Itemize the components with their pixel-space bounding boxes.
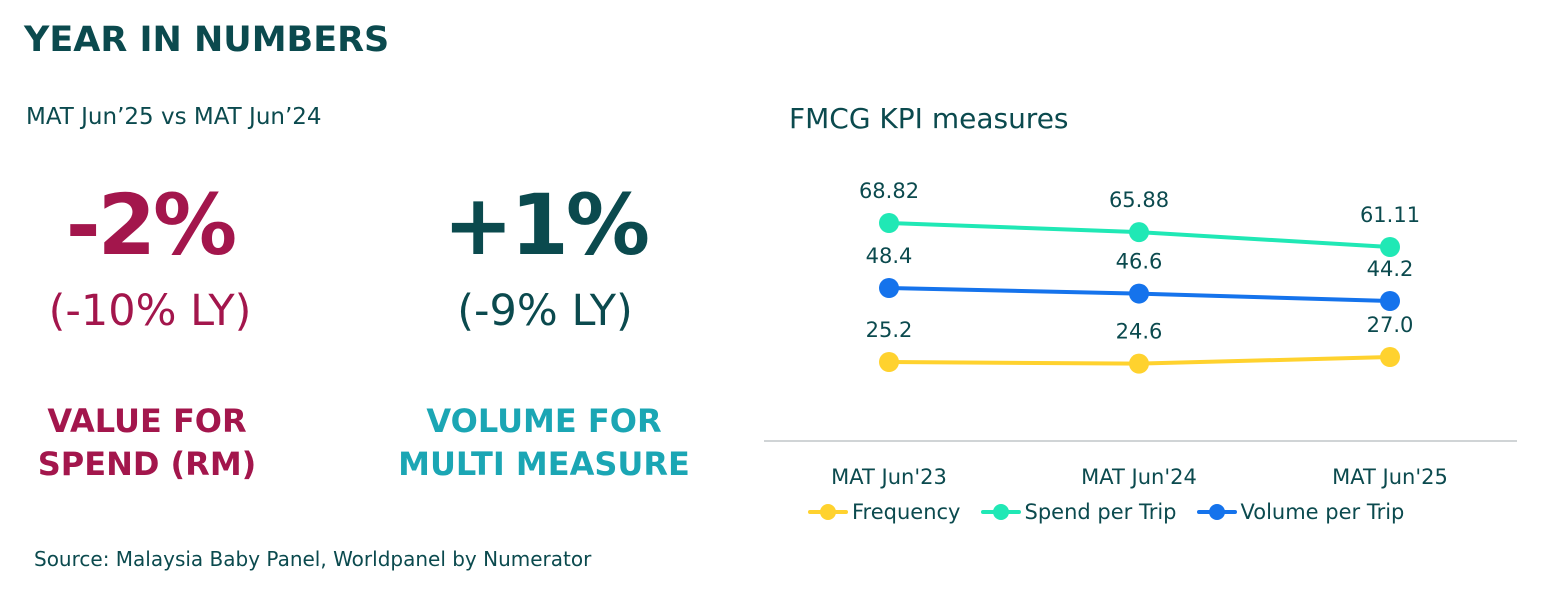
data-label-volume-per-trip-1: 46.6 bbox=[1116, 250, 1163, 274]
data-point-volume-per-trip-1 bbox=[1129, 283, 1149, 304]
legend-label-volume-per-trip: Volume per Trip bbox=[1240, 500, 1405, 524]
legend-swatch-spend-per-trip bbox=[980, 504, 1021, 520]
data-label-spend-per-trip-2: 61.11 bbox=[1360, 203, 1420, 227]
chart-title: FMCG KPI measures bbox=[789, 102, 1069, 135]
legend-item-spend-per-trip: Spend per Trip bbox=[980, 500, 1177, 524]
chart-legend: Frequency Spend per Trip Volume per Trip bbox=[808, 498, 1424, 526]
volume-label-line1: VOLUME FOR bbox=[426, 402, 662, 440]
data-point-frequency-0 bbox=[879, 352, 899, 372]
legend-label-frequency: Frequency bbox=[852, 500, 961, 524]
legend-swatch-frequency bbox=[808, 504, 848, 520]
data-point-frequency-2 bbox=[1380, 347, 1400, 368]
value-label: VALUE FOR SPEND (RM) bbox=[0, 400, 327, 486]
value-change-last-year: (-10% LY) bbox=[48, 286, 252, 336]
data-point-spend-per-trip-1 bbox=[1129, 222, 1149, 243]
source-note: Source: Malaysia Baby Panel, Worldpanel … bbox=[34, 547, 592, 571]
volume-change: +1% bbox=[443, 176, 650, 274]
data-label-volume-per-trip-2: 44.2 bbox=[1367, 257, 1414, 281]
value-label-line1: VALUE FOR bbox=[47, 402, 247, 440]
legend-swatch-volume-per-trip bbox=[1196, 504, 1237, 520]
volume-label: VOLUME FOR MULTI MEASURE bbox=[364, 400, 724, 486]
x-tick-label-2: MAT Jun'25 bbox=[1332, 465, 1448, 489]
data-label-frequency-1: 24.6 bbox=[1116, 320, 1163, 344]
value-change: -2% bbox=[65, 176, 237, 274]
period-subtitle: MAT Jun’25 vs MAT Jun’24 bbox=[26, 104, 322, 130]
legend-item-volume-per-trip: Volume per Trip bbox=[1196, 500, 1405, 524]
legend-label-spend-per-trip: Spend per Trip bbox=[1024, 500, 1177, 524]
data-label-spend-per-trip-0: 68.82 bbox=[859, 179, 919, 203]
x-tick-label-1: MAT Jun'24 bbox=[1081, 465, 1197, 489]
data-label-volume-per-trip-0: 48.4 bbox=[866, 244, 913, 268]
x-tick-label-0: MAT Jun'23 bbox=[831, 465, 947, 489]
page-title: YEAR IN NUMBERS bbox=[24, 20, 390, 60]
data-label-spend-per-trip-1: 65.88 bbox=[1109, 188, 1169, 212]
data-label-frequency-0: 25.2 bbox=[866, 318, 913, 342]
data-point-volume-per-trip-2 bbox=[1380, 291, 1400, 311]
data-point-spend-per-trip-0 bbox=[879, 213, 899, 233]
volume-label-line2: MULTI MEASURE bbox=[398, 445, 690, 483]
legend-item-frequency: Frequency bbox=[808, 500, 961, 524]
data-label-frequency-2: 27.0 bbox=[1367, 313, 1414, 337]
data-point-volume-per-trip-0 bbox=[879, 278, 899, 298]
data-point-spend-per-trip-2 bbox=[1380, 237, 1400, 257]
data-point-frequency-1 bbox=[1129, 353, 1149, 374]
value-label-line2: SPEND (RM) bbox=[37, 445, 257, 483]
volume-change-last-year: (-9% LY) bbox=[457, 286, 633, 336]
